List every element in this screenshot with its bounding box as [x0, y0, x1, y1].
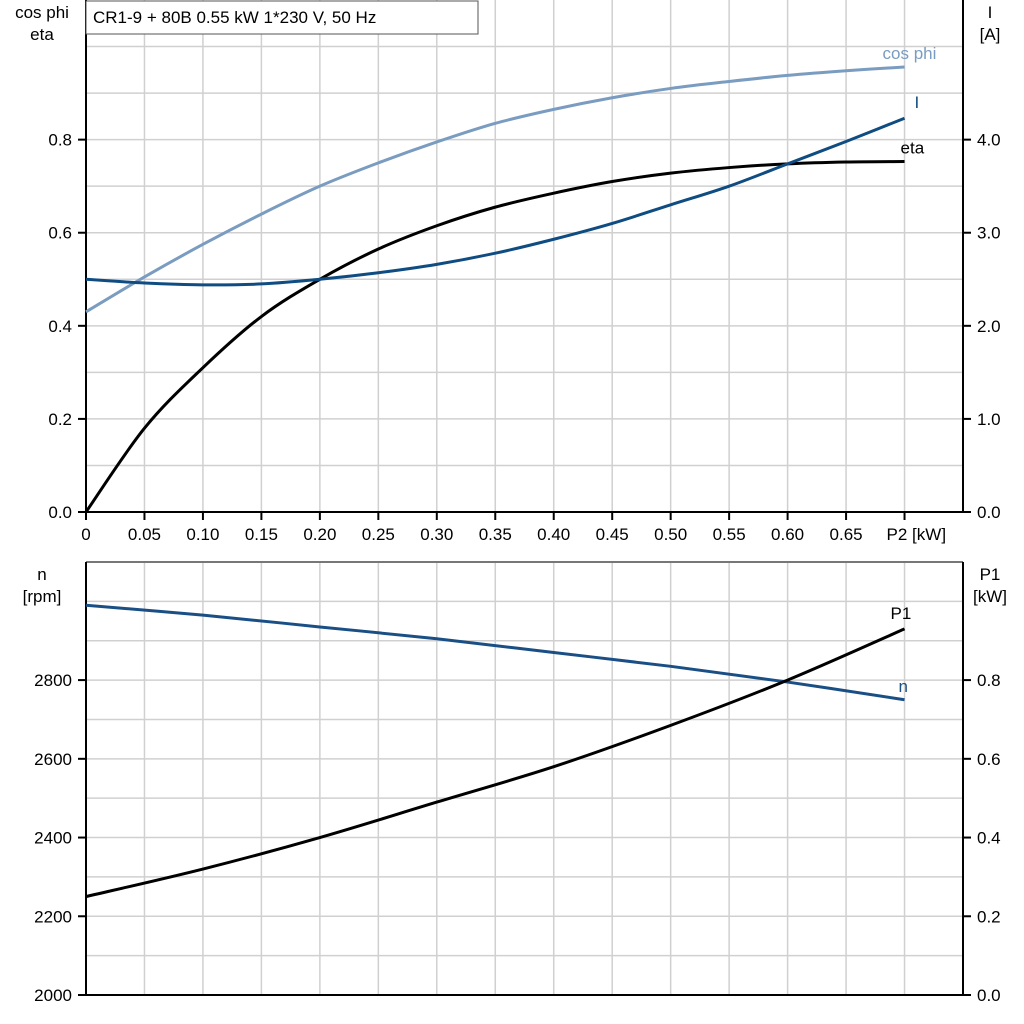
- y-right-axis-label: [A]: [980, 25, 1001, 44]
- y-right-axis-label: [kW]: [973, 587, 1007, 606]
- y-right-tick-label: 0.0: [977, 986, 1001, 1005]
- x-tick-label: 0.55: [713, 525, 746, 544]
- y-right-tick-label: 0.0: [977, 503, 1001, 522]
- x-tick-label: 0.40: [537, 525, 570, 544]
- y-right-tick-label: 0.2: [977, 907, 1001, 926]
- series-label: n: [899, 677, 908, 696]
- y-right-tick-label: 1.0: [977, 410, 1001, 429]
- y-right-tick-label: 3.0: [977, 224, 1001, 243]
- x-tick-label: 0: [81, 525, 90, 544]
- x-tick-label: 0.35: [479, 525, 512, 544]
- series-line-cos-phi: [85, 65, 905, 314]
- y-left-axis-label: eta: [30, 25, 54, 44]
- x-tick-label: 0.25: [362, 525, 395, 544]
- y-right-tick-label: 0.6: [977, 750, 1001, 769]
- series-line-P1: [85, 627, 906, 899]
- y-right-tick-label: 0.4: [977, 829, 1001, 848]
- y-right-tick-label: 2.0: [977, 317, 1001, 336]
- y-left-tick-label: 2200: [34, 907, 72, 926]
- series-line-eta: [84, 160, 905, 513]
- y-left-tick-label: 2800: [34, 671, 72, 690]
- series-label: I: [915, 93, 920, 112]
- x-tick-label: 0.15: [245, 525, 278, 544]
- series-line-n: [85, 603, 905, 702]
- y-left-tick-label: 2000: [34, 986, 72, 1005]
- y-right-tick-label: 0.8: [977, 671, 1001, 690]
- x-tick-label: 0.05: [128, 525, 161, 544]
- y-left-axis-label: n: [37, 565, 46, 584]
- x-tick-label: 0.10: [186, 525, 219, 544]
- y-left-tick-label: 0.0: [48, 503, 72, 522]
- series-label: cos phi: [883, 44, 937, 63]
- y-left-axis-label: cos phi: [15, 3, 69, 22]
- title-box: [85, 0, 479, 35]
- y-left-tick-label: 0.2: [48, 410, 72, 429]
- y-right-tick-label: 4.0: [977, 131, 1001, 150]
- x-axis-label: P2 [kW]: [887, 525, 947, 544]
- x-tick-label: 0.50: [654, 525, 687, 544]
- series-line-I: [85, 116, 906, 287]
- x-tick-label: 0.20: [303, 525, 336, 544]
- y-left-tick-label: 0.8: [48, 131, 72, 150]
- series-label: eta: [901, 139, 925, 158]
- x-tick-label: 0.65: [830, 525, 863, 544]
- y-right-axis-label: P1: [980, 565, 1001, 584]
- chart-title: CR1-9 + 80B 0.55 kW 1*230 V, 50 Hz: [93, 8, 376, 27]
- x-tick-label: 0.60: [771, 525, 804, 544]
- x-tick-label: 0.45: [596, 525, 629, 544]
- y-left-tick-label: 0.6: [48, 224, 72, 243]
- x-tick-label: 0.30: [420, 525, 453, 544]
- y-right-axis-label: I: [988, 3, 993, 22]
- y-left-tick-label: 2400: [34, 829, 72, 848]
- y-left-tick-label: 0.4: [48, 317, 72, 336]
- y-left-tick-label: 2600: [34, 750, 72, 769]
- series-label: P1: [891, 604, 912, 623]
- y-left-axis-label: [rpm]: [23, 587, 62, 606]
